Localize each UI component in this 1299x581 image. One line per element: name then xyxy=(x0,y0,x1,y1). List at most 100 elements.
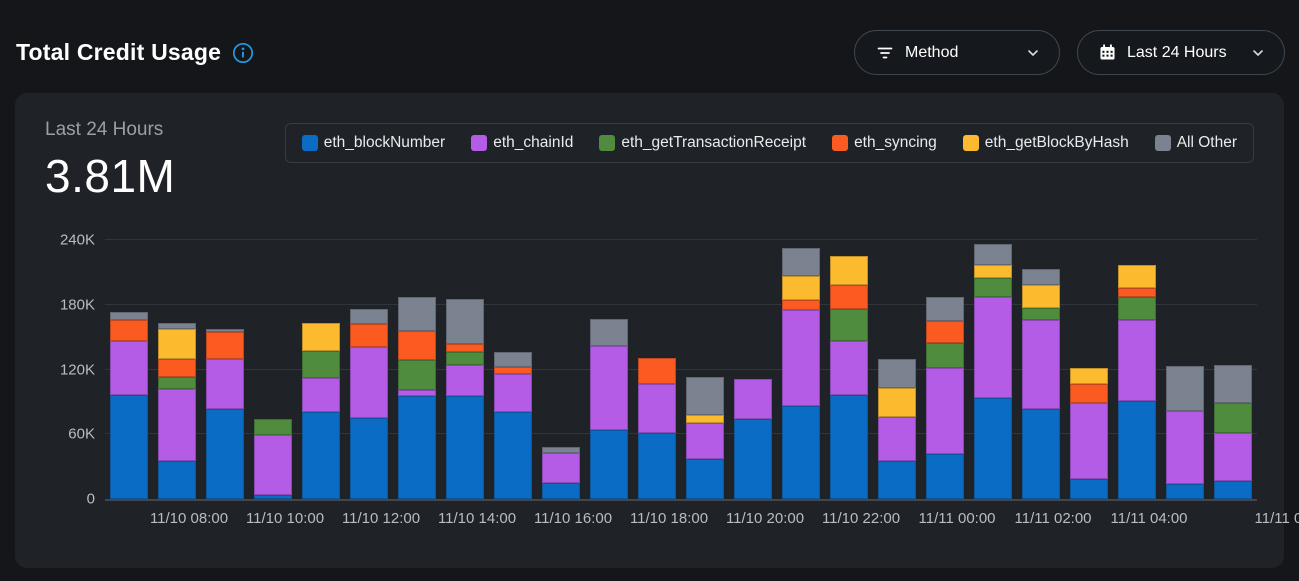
bar-segment-All Other[interactable] xyxy=(398,297,436,331)
bar-stack[interactable] xyxy=(302,240,340,499)
bar-segment-eth_blockNumber[interactable] xyxy=(878,461,916,499)
bar-segment-eth_blockNumber[interactable] xyxy=(446,396,484,499)
bar-segment-eth_getTransactionReceipt[interactable] xyxy=(302,351,340,379)
bar-segment-eth_syncing[interactable] xyxy=(1118,287,1156,298)
bar-stack[interactable] xyxy=(254,240,292,499)
bar-segment-eth_blockNumber[interactable] xyxy=(110,395,148,499)
bar-segment-eth_syncing[interactable] xyxy=(926,320,964,343)
legend-item-All Other[interactable]: All Other xyxy=(1154,134,1237,152)
bar-segment-All Other[interactable] xyxy=(158,323,196,329)
bar-stack[interactable] xyxy=(638,240,676,499)
info-icon[interactable] xyxy=(231,41,255,65)
bar-segment-eth_chainId[interactable] xyxy=(158,388,196,462)
bar-segment-eth_getBlockByHash[interactable] xyxy=(878,387,916,417)
bar-segment-eth_blockNumber[interactable] xyxy=(638,433,676,499)
bar-segment-eth_chainId[interactable] xyxy=(542,452,580,483)
bar-stack[interactable] xyxy=(878,240,916,499)
bar-segment-eth_blockNumber[interactable] xyxy=(1070,478,1108,499)
method-filter-dropdown[interactable]: Method xyxy=(854,30,1060,75)
bar-segment-eth_blockNumber[interactable] xyxy=(590,429,628,499)
bar-segment-eth_getBlockByHash[interactable] xyxy=(830,256,868,286)
bar-segment-eth_getBlockByHash[interactable] xyxy=(686,414,724,424)
bar-stack[interactable] xyxy=(734,240,772,499)
bar-segment-eth_chainId[interactable] xyxy=(1214,433,1252,481)
bar-segment-eth_blockNumber[interactable] xyxy=(1214,480,1252,499)
bar-segment-eth_getTransactionReceipt[interactable] xyxy=(1118,297,1156,320)
legend-item-eth_getBlockByHash[interactable]: eth_getBlockByHash xyxy=(962,134,1129,152)
bar-segment-eth_getBlockByHash[interactable] xyxy=(302,323,340,352)
bar-segment-eth_syncing[interactable] xyxy=(830,285,868,310)
bar-segment-eth_getBlockByHash[interactable] xyxy=(782,275,820,301)
bar-segment-eth_blockNumber[interactable] xyxy=(542,482,580,499)
bar-segment-All Other[interactable] xyxy=(1214,365,1252,403)
bar-segment-eth_chainId[interactable] xyxy=(398,390,436,397)
bar-stack[interactable] xyxy=(206,240,244,499)
bar-segment-eth_chainId[interactable] xyxy=(974,297,1012,398)
bar-segment-eth_getTransactionReceipt[interactable] xyxy=(926,342,964,369)
legend-item-eth_getTransactionReceipt[interactable]: eth_getTransactionReceipt xyxy=(599,134,806,152)
bar-stack[interactable] xyxy=(974,240,1012,499)
bar-stack[interactable] xyxy=(446,240,484,499)
bar-segment-eth_blockNumber[interactable] xyxy=(254,494,292,499)
bar-segment-eth_chainId[interactable] xyxy=(254,435,292,495)
bar-segment-All Other[interactable] xyxy=(1166,366,1204,411)
bar-stack[interactable] xyxy=(158,240,196,499)
bar-segment-eth_getTransactionReceipt[interactable] xyxy=(1214,402,1252,434)
legend-item-eth_blockNumber[interactable]: eth_blockNumber xyxy=(301,134,445,152)
bar-stack[interactable] xyxy=(590,240,628,499)
bar-segment-All Other[interactable] xyxy=(974,244,1012,265)
bar-segment-All Other[interactable] xyxy=(446,299,484,344)
date-range-dropdown[interactable]: Last 24 Hours xyxy=(1077,30,1285,75)
bar-segment-All Other[interactable] xyxy=(110,312,148,320)
bar-segment-All Other[interactable] xyxy=(1022,269,1060,286)
bar-segment-eth_getTransactionReceipt[interactable] xyxy=(974,277,1012,298)
bar-segment-eth_blockNumber[interactable] xyxy=(686,459,724,499)
bar-stack[interactable] xyxy=(926,240,964,499)
bar-segment-eth_blockNumber[interactable] xyxy=(1118,400,1156,499)
bar-segment-All Other[interactable] xyxy=(878,358,916,388)
bar-stack[interactable] xyxy=(542,240,580,499)
bar-segment-All Other[interactable] xyxy=(206,328,244,332)
bar-segment-eth_getBlockByHash[interactable] xyxy=(158,328,196,359)
bar-stack[interactable] xyxy=(350,240,388,499)
bar-segment-eth_syncing[interactable] xyxy=(350,324,388,347)
bar-stack[interactable] xyxy=(110,240,148,499)
bar-segment-eth_getTransactionReceipt[interactable] xyxy=(830,309,868,342)
bar-segment-eth_getTransactionReceipt[interactable] xyxy=(1022,308,1060,320)
bar-segment-eth_chainId[interactable] xyxy=(206,358,244,410)
bar-segment-All Other[interactable] xyxy=(590,318,628,346)
bar-segment-eth_blockNumber[interactable] xyxy=(302,411,340,499)
bar-segment-eth_chainId[interactable] xyxy=(446,365,484,397)
bar-segment-eth_chainId[interactable] xyxy=(1070,402,1108,479)
bar-segment-eth_getBlockByHash[interactable] xyxy=(1118,264,1156,288)
bar-segment-All Other[interactable] xyxy=(686,377,724,415)
bar-segment-eth_syncing[interactable] xyxy=(398,330,436,360)
bar-segment-eth_chainId[interactable] xyxy=(1118,319,1156,401)
bar-stack[interactable] xyxy=(1070,240,1108,499)
bar-segment-eth_blockNumber[interactable] xyxy=(350,418,388,499)
bar-segment-eth_blockNumber[interactable] xyxy=(782,406,820,499)
bar-segment-eth_getBlockByHash[interactable] xyxy=(974,264,1012,278)
bar-segment-eth_chainId[interactable] xyxy=(926,368,964,454)
legend-item-eth_syncing[interactable]: eth_syncing xyxy=(832,134,937,152)
bar-segment-eth_chainId[interactable] xyxy=(1166,410,1204,484)
bar-segment-eth_chainId[interactable] xyxy=(830,341,868,396)
bar-segment-eth_blockNumber[interactable] xyxy=(734,419,772,499)
bar-stack[interactable] xyxy=(686,240,724,499)
bar-segment-eth_blockNumber[interactable] xyxy=(206,409,244,499)
bar-segment-eth_blockNumber[interactable] xyxy=(974,397,1012,499)
bar-segment-eth_getTransactionReceipt[interactable] xyxy=(254,419,292,436)
bar-segment-eth_blockNumber[interactable] xyxy=(1022,409,1060,499)
bar-stack[interactable] xyxy=(398,240,436,499)
bar-stack[interactable] xyxy=(782,240,820,499)
bar-segment-eth_getTransactionReceipt[interactable] xyxy=(158,377,196,389)
bar-stack[interactable] xyxy=(494,240,532,499)
bar-segment-eth_syncing[interactable] xyxy=(1070,383,1108,403)
bar-segment-eth_blockNumber[interactable] xyxy=(158,461,196,499)
bar-stack[interactable] xyxy=(1166,240,1204,499)
bar-segment-eth_chainId[interactable] xyxy=(686,423,724,460)
bar-segment-eth_chainId[interactable] xyxy=(302,378,340,412)
bar-segment-eth_blockNumber[interactable] xyxy=(926,453,964,499)
bar-stack[interactable] xyxy=(1022,240,1060,499)
bar-segment-eth_chainId[interactable] xyxy=(110,341,148,396)
